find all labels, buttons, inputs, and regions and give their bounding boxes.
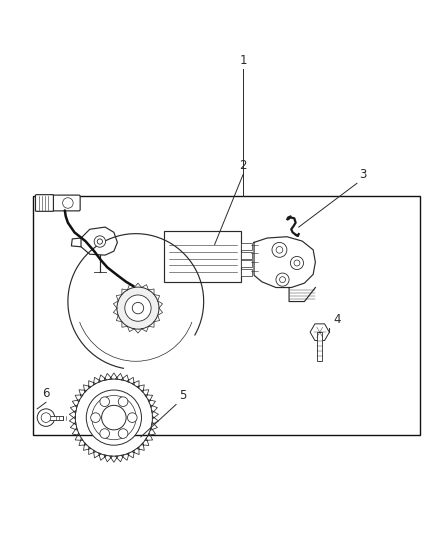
Bar	[241, 269, 252, 276]
Circle shape	[279, 277, 286, 282]
Circle shape	[276, 246, 283, 253]
Circle shape	[127, 413, 137, 423]
Circle shape	[91, 413, 100, 423]
Bar	[241, 260, 252, 268]
Circle shape	[276, 273, 289, 286]
Text: 2: 2	[239, 159, 247, 172]
Bar	[241, 252, 252, 259]
Bar	[241, 243, 252, 250]
Circle shape	[100, 397, 110, 407]
FancyBboxPatch shape	[50, 195, 80, 211]
Circle shape	[37, 409, 55, 426]
Text: 3: 3	[359, 168, 367, 181]
Circle shape	[102, 405, 126, 430]
Circle shape	[118, 397, 128, 407]
Circle shape	[290, 256, 304, 270]
Text: 5: 5	[180, 389, 187, 402]
Circle shape	[118, 429, 128, 438]
Circle shape	[125, 295, 151, 321]
FancyBboxPatch shape	[35, 195, 53, 211]
Circle shape	[97, 239, 102, 244]
Circle shape	[94, 236, 106, 247]
Circle shape	[86, 390, 141, 445]
Text: 4: 4	[333, 313, 340, 326]
Bar	[33, 197, 420, 435]
Bar	[164, 231, 241, 282]
Circle shape	[132, 302, 144, 314]
Circle shape	[294, 260, 300, 266]
Bar	[317, 332, 322, 361]
Polygon shape	[310, 324, 329, 341]
Bar	[46, 416, 63, 419]
Circle shape	[100, 429, 110, 438]
Text: 1: 1	[239, 54, 247, 67]
Circle shape	[63, 198, 73, 208]
Circle shape	[272, 243, 287, 257]
Circle shape	[92, 395, 136, 440]
Circle shape	[117, 287, 159, 329]
Text: 6: 6	[42, 387, 50, 400]
Circle shape	[41, 413, 51, 423]
